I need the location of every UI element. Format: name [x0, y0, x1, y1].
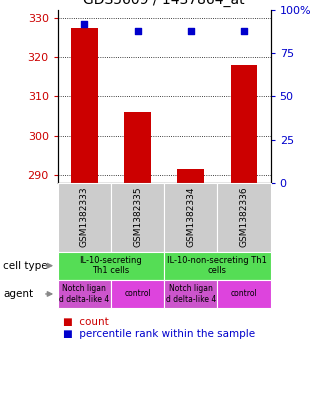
Point	[82, 20, 87, 27]
Bar	[164, 252, 271, 280]
Bar	[164, 280, 217, 308]
Text: ■  count: ■ count	[63, 317, 109, 327]
Text: control: control	[124, 290, 151, 298]
Text: ■  percentile rank within the sample: ■ percentile rank within the sample	[63, 329, 255, 339]
Bar	[124, 112, 151, 183]
Text: IL-10-non-secreting Th1
cells: IL-10-non-secreting Th1 cells	[167, 256, 267, 275]
Text: IL-10-secreting
Th1 cells: IL-10-secreting Th1 cells	[80, 256, 142, 275]
Text: GSM1382335: GSM1382335	[133, 187, 142, 248]
Point	[241, 28, 247, 34]
Bar	[71, 28, 98, 183]
Text: GSM1382333: GSM1382333	[80, 187, 89, 248]
Title: GDS5609 / 1437864_at: GDS5609 / 1437864_at	[83, 0, 245, 7]
Text: Notch ligan
d delta-like 4: Notch ligan d delta-like 4	[59, 284, 110, 304]
Bar	[178, 169, 204, 183]
Bar	[217, 280, 271, 308]
Text: cell type: cell type	[3, 261, 48, 271]
Bar	[111, 280, 164, 308]
Point	[188, 28, 193, 34]
Bar	[58, 252, 164, 280]
Point	[135, 28, 140, 34]
Bar	[58, 280, 111, 308]
Text: control: control	[231, 290, 257, 298]
Bar	[217, 183, 271, 252]
Text: GSM1382334: GSM1382334	[186, 187, 195, 247]
Bar	[58, 183, 111, 252]
Bar	[231, 65, 257, 183]
Text: agent: agent	[3, 289, 33, 299]
Text: Notch ligan
d delta-like 4: Notch ligan d delta-like 4	[166, 284, 216, 304]
Bar	[111, 183, 164, 252]
Bar	[164, 183, 217, 252]
Text: GSM1382336: GSM1382336	[240, 187, 248, 248]
